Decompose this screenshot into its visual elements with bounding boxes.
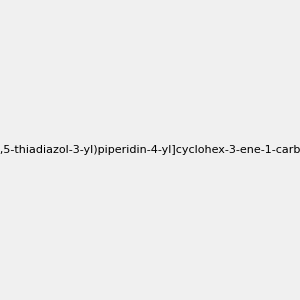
Text: N-[1-(1,2,5-thiadiazol-3-yl)piperidin-4-yl]cyclohex-3-ene-1-carboxamide: N-[1-(1,2,5-thiadiazol-3-yl)piperidin-4-… [0, 145, 300, 155]
